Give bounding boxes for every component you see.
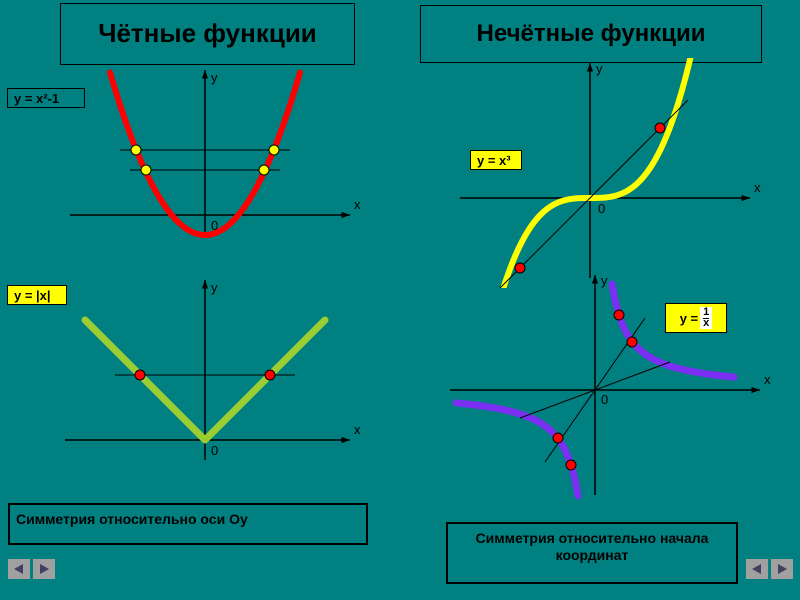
svg-text:y: y [596, 61, 603, 76]
svg-text:0: 0 [211, 443, 218, 458]
left-title-box: Чётные функции [60, 3, 355, 65]
left-symmetry-text: Симметрия относительно оси Oy [16, 511, 248, 527]
svg-text:0: 0 [598, 201, 605, 216]
left-symmetry-box: Симметрия относительно оси Oy [8, 503, 368, 545]
right-symmetry-text: Симметрия относительно начала координат [476, 530, 709, 563]
svg-text:x: x [354, 422, 361, 437]
label-x2-1-text: y = x²-1 [14, 91, 59, 106]
label-x3-text: y = x³ [477, 153, 511, 168]
label-abs: y = |x| [7, 285, 67, 305]
nav-next-button[interactable] [33, 559, 55, 579]
nav-next-button[interactable] [771, 559, 793, 579]
label-1overx-prefix: y = [680, 311, 698, 326]
svg-text:y: y [211, 280, 218, 295]
nav-prev-button[interactable] [8, 559, 30, 579]
svg-text:0: 0 [601, 392, 608, 407]
label-1overx: y = 1x [665, 303, 727, 333]
right-symmetry-box: Симметрия относительно начала координат [446, 522, 738, 584]
svg-text:x: x [764, 372, 771, 387]
label-x2-1: y = x²-1 [7, 88, 85, 108]
left-graph-parabola: xy0 [40, 60, 370, 250]
right-title-box: Нечётные функции [420, 5, 762, 63]
frac-den: x [703, 319, 709, 329]
triangle-left-icon [751, 563, 763, 575]
triangle-left-icon [13, 563, 25, 575]
triangle-right-icon [776, 563, 788, 575]
triangle-right-icon [38, 563, 50, 575]
svg-text:x: x [754, 180, 761, 195]
label-abs-text: y = |x| [14, 288, 51, 303]
label-x3: y = x³ [470, 150, 522, 170]
left-graph-abs: x y 0 [35, 275, 370, 475]
nav-prev-button[interactable] [746, 559, 768, 579]
svg-text:y: y [601, 273, 608, 288]
svg-text:y: y [211, 70, 218, 85]
svg-text:x: x [354, 197, 361, 212]
right-graph-cubic: x y 0 [420, 58, 780, 288]
